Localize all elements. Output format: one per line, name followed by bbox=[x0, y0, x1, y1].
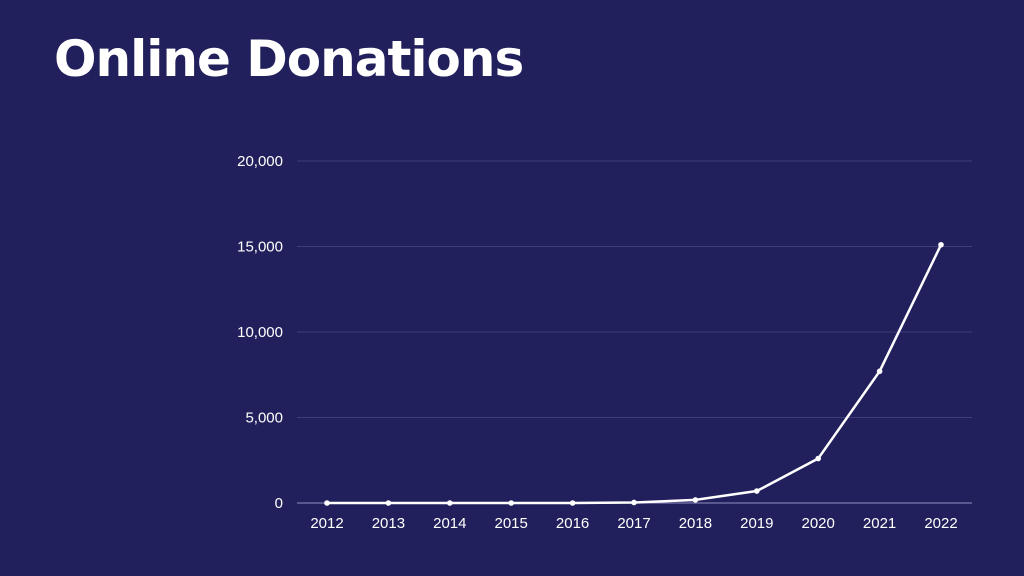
x-tick-label: 2022 bbox=[924, 515, 957, 532]
x-tick-label: 2019 bbox=[740, 515, 773, 532]
x-tick-label: 2015 bbox=[495, 515, 528, 532]
data-point bbox=[508, 500, 514, 506]
y-tick-label: 20,000 bbox=[237, 153, 283, 170]
y-axis: 0 5,000 10,000 15,000 20,000 bbox=[237, 153, 283, 512]
x-tick-label: 2018 bbox=[679, 515, 712, 532]
y-tick-label: 10,000 bbox=[237, 324, 283, 341]
data-series bbox=[324, 241, 944, 506]
data-point bbox=[324, 500, 330, 506]
data-point bbox=[385, 500, 392, 506]
data-point bbox=[631, 499, 637, 506]
x-tick-label: 2021 bbox=[863, 515, 896, 532]
x-tick-label: 2020 bbox=[802, 515, 835, 532]
x-tick-label: 2013 bbox=[372, 515, 405, 532]
data-point bbox=[569, 500, 576, 506]
x-tick-label: 2017 bbox=[617, 515, 650, 532]
data-point bbox=[447, 500, 453, 506]
y-tick-label: 15,000 bbox=[237, 239, 283, 256]
x-tick-label: 2014 bbox=[433, 515, 466, 532]
x-axis: 2012 2013 2014 2015 2016 2017 2018 2019 2020 2021… bbox=[310, 515, 957, 532]
grid-lines bbox=[297, 160, 972, 504]
data-point bbox=[754, 488, 760, 494]
series-line bbox=[327, 244, 943, 505]
data-point bbox=[692, 497, 699, 503]
data-point bbox=[876, 368, 883, 375]
y-tick-label: 0 bbox=[275, 495, 283, 512]
x-tick-label: 2012 bbox=[310, 515, 343, 532]
data-point bbox=[815, 455, 821, 462]
page-title: Online Donations bbox=[54, 30, 524, 88]
data-point bbox=[938, 241, 944, 248]
x-tick-label: 2016 bbox=[556, 515, 589, 532]
y-tick-label: 5,000 bbox=[245, 410, 283, 427]
